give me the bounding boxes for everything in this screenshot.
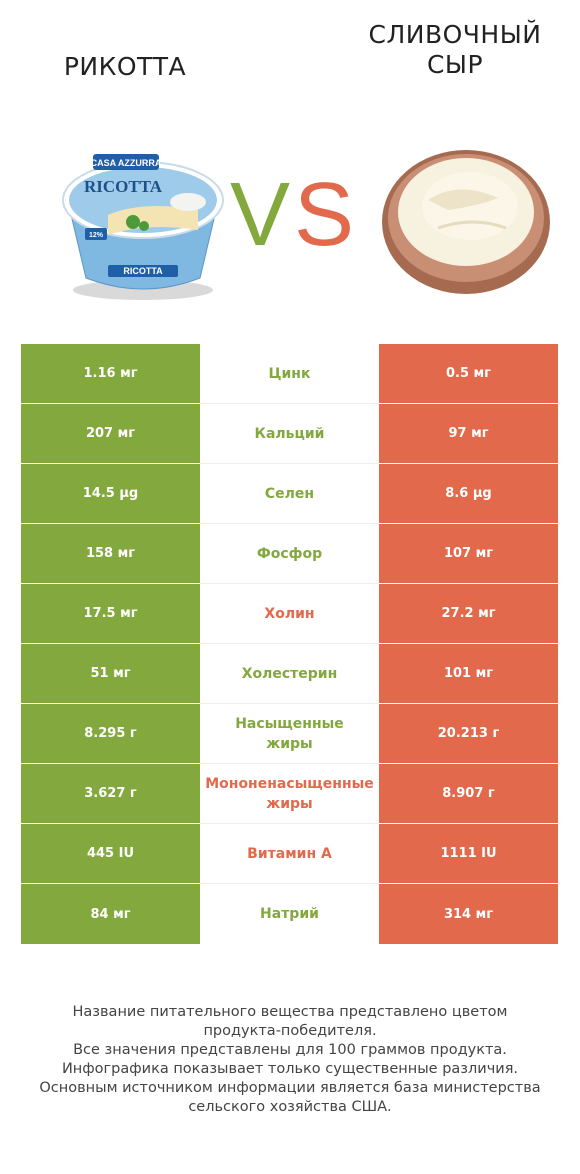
table-row: 14.5 µg Селен 8.6 µg [21, 464, 558, 524]
ricotta-value: 8.295 г [21, 704, 200, 764]
cream-cheese-value: 20.213 г [379, 704, 558, 764]
footnote-line: Основным источником информации является … [39, 1080, 541, 1096]
nutrient-name: Натрий [200, 884, 379, 944]
nutrient-name: Холестерин [200, 644, 379, 704]
ricotta-value: 84 мг [21, 884, 200, 944]
ricotta-value: 207 мг [21, 404, 200, 464]
table-row: 1.16 мг Цинк 0.5 мг [21, 344, 558, 404]
ricotta-bottom-label: RICOTTA [123, 266, 163, 276]
ricotta-name-text: RICOTTA [84, 177, 163, 196]
nutrient-name: Витамин А [200, 824, 379, 884]
ricotta-value: 158 мг [21, 524, 200, 584]
ricotta-brand-text: CASA AZZURRA [91, 158, 162, 168]
ricotta-value: 51 мг [21, 644, 200, 704]
ricotta-value: 3.627 г [21, 764, 200, 824]
nutrient-name-line: Мононенасыщенные [205, 775, 374, 792]
nutrient-name: Фосфор [200, 524, 379, 584]
table-row: 17.5 мг Холин 27.2 мг [21, 584, 558, 644]
cream-cheese-value: 1111 IU [379, 824, 558, 884]
cream-cheese-value: 107 мг [379, 524, 558, 584]
cream-cheese-value: 27.2 мг [379, 584, 558, 644]
right-product-title-line2: СЫР [426, 50, 484, 79]
nutrient-name: Кальций [200, 404, 379, 464]
table-row: 207 мг Кальций 97 мг [21, 404, 558, 464]
cream-cheese-value: 97 мг [379, 404, 558, 464]
ricotta-value: 14.5 µg [21, 464, 200, 524]
ricotta-value: 17.5 мг [21, 584, 200, 644]
table-row: 84 мг Натрий 314 мг [21, 884, 558, 944]
footnote-line: сельского хозяйства США. [188, 1099, 392, 1115]
table-row: 445 IU Витамин А 1111 IU [21, 824, 558, 884]
cream-cheese-bowl-image [382, 150, 550, 294]
cream-cheese-value: 314 мг [379, 884, 558, 944]
footnote-line: Все значения представлены для 100 граммо… [73, 1042, 507, 1058]
table-row: 51 мг Холестерин 101 мг [21, 644, 558, 704]
cream-cheese-value: 101 мг [379, 644, 558, 704]
nutrient-name: Селен [200, 464, 379, 524]
vs-s-letter: S [294, 165, 354, 260]
comparison-table: 1.16 мг Цинк 0.5 мг 207 мг Кальций 97 мг 14.5 … [21, 344, 558, 944]
vs-v-letter: V [230, 165, 290, 260]
right-product-title: СЛИВОЧНЫЙ СЫР [350, 20, 560, 80]
cream-cheese-value: 8.6 µg [379, 464, 558, 524]
ricotta-fat-badge: 12% [89, 232, 104, 239]
table-row: 158 мг Фосфор 107 мг [21, 524, 558, 584]
nutrient-name: Цинк [200, 344, 379, 404]
footnote: Название питательного вещества представл… [20, 1003, 560, 1117]
nutrient-name: Холин [200, 584, 379, 644]
ricotta-value: 445 IU [21, 824, 200, 884]
ricotta-container-image: CASA AZZURRA RICOTTA 12% RICOTTA [62, 154, 224, 300]
nutrient-name: Мононенасыщенные жиры [200, 764, 379, 824]
footnote-line: Инфографика показывает только существенн… [61, 1061, 519, 1077]
table-row: 8.295 г Насыщенные жиры 20.213 г [21, 704, 558, 764]
nutrient-name-line: жиры [266, 735, 313, 752]
footnote-line: Название питательного вещества представл… [72, 1004, 508, 1020]
table-row: 3.627 г Мононенасыщенные жиры 8.907 г [21, 764, 558, 824]
vs-label: V S [230, 165, 354, 260]
right-product-title-line1: СЛИВОЧНЫЙ [368, 20, 542, 49]
nutrient-name: Насыщенные жиры [200, 704, 379, 764]
cream-cheese-value: 8.907 г [379, 764, 558, 824]
footnote-line: продукта-победителя. [203, 1023, 377, 1039]
ricotta-value: 1.16 мг [21, 344, 200, 404]
left-product-title: РИКОТТА [63, 52, 187, 81]
nutrient-name-line: Насыщенные [235, 715, 344, 732]
nutrient-name-line: жиры [266, 795, 313, 812]
cream-cheese-value: 0.5 мг [379, 344, 558, 404]
